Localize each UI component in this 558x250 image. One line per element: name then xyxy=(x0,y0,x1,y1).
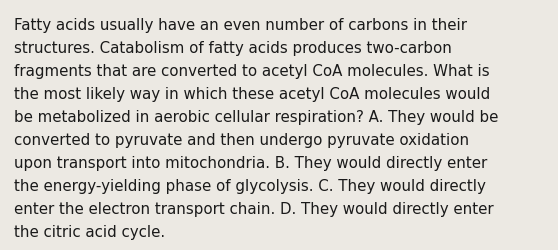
Text: fragments that are converted to acetyl CoA molecules. What is: fragments that are converted to acetyl C… xyxy=(14,64,489,78)
Text: converted to pyruvate and then undergo pyruvate oxidation: converted to pyruvate and then undergo p… xyxy=(14,132,469,148)
Text: enter the electron transport chain. D. They would directly enter: enter the electron transport chain. D. T… xyxy=(14,202,494,216)
Text: structures. Catabolism of fatty acids produces two-carbon: structures. Catabolism of fatty acids pr… xyxy=(14,40,452,56)
Text: the most likely way in which these acetyl CoA molecules would: the most likely way in which these acety… xyxy=(14,86,490,102)
Text: the energy-yielding phase of glycolysis. C. They would directly: the energy-yielding phase of glycolysis.… xyxy=(14,178,486,194)
Text: the citric acid cycle.: the citric acid cycle. xyxy=(14,224,165,240)
Text: be metabolized in aerobic cellular respiration? A. They would be: be metabolized in aerobic cellular respi… xyxy=(14,110,498,124)
Text: Fatty acids usually have an even number of carbons in their: Fatty acids usually have an even number … xyxy=(14,18,467,32)
Text: upon transport into mitochondria. B. They would directly enter: upon transport into mitochondria. B. The… xyxy=(14,156,487,170)
